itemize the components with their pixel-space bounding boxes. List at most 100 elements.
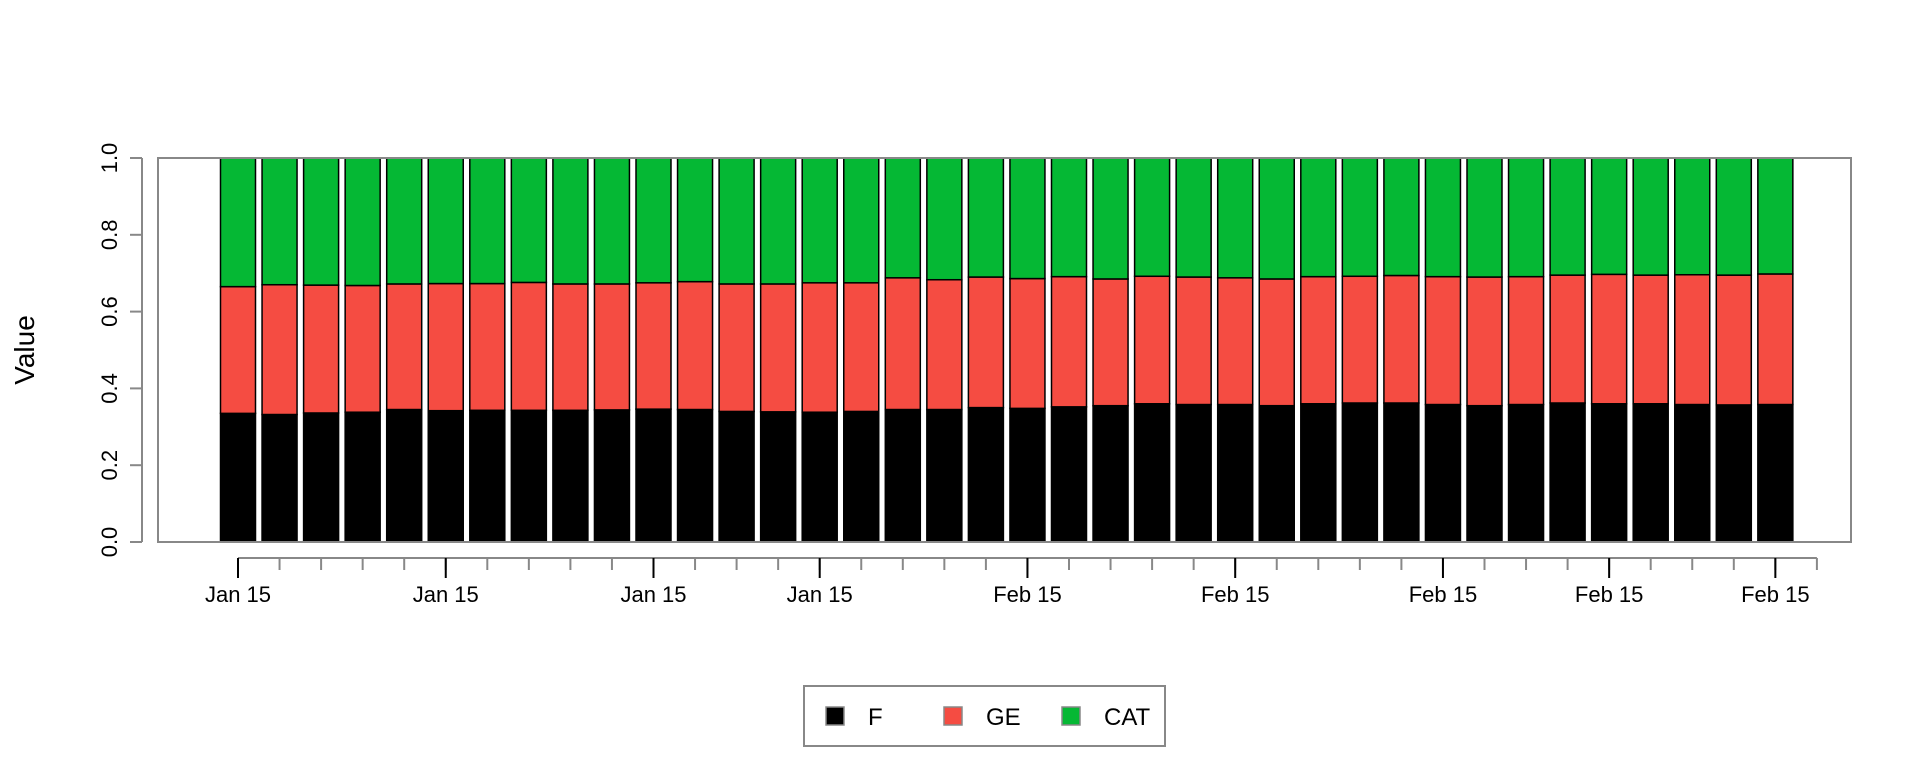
bar-segment-f [1674,403,1711,543]
bar-segment-ge [1674,273,1711,406]
bar-segment-cat [759,157,797,285]
bar-segment-f [469,409,506,543]
plot-frame [157,157,1852,543]
legend-label-ge: GE [986,704,1021,731]
x-tick-label: Jan 15 [205,582,271,607]
bar-segment-ge [759,283,797,413]
legend-key-ge [943,706,963,726]
y-axis: 0.0 0.2 0.4 0.6 0.8 1.0 [97,143,143,558]
legend: F GE CAT [803,685,1166,747]
bar-segment-f [967,406,1005,543]
bar-segment-ge [1050,275,1088,408]
bar-segment-f [1507,403,1545,543]
bar-segment-f [926,408,963,543]
bar-segment-ge [302,284,340,414]
bar-segment-f [302,412,340,543]
bar-segment-cat [1300,157,1337,278]
bar-segment-ge [1632,274,1669,405]
bar-segment-ge [1175,276,1212,406]
bar-segment-f [510,409,548,543]
legend-key-f [825,706,845,726]
bar-segment-cat [718,157,755,285]
bar-segment-cat [1009,157,1046,280]
bar-segment-f [1715,404,1753,543]
bar-segment-ge [967,276,1005,409]
bar-segment-ge [593,283,631,411]
bar-segment-f [759,411,797,543]
bar-segment-f [1466,404,1503,543]
legend-label-f: F [868,704,883,731]
bar-segment-f [676,408,714,543]
legend-key-cat [1061,706,1081,726]
y-axis-title: Value [9,315,40,385]
bar-segment-ge [1258,278,1295,407]
bar-segment-cat [1092,157,1129,280]
x-tick-label: Feb 15 [1201,582,1270,607]
bar-segment-f [1092,404,1129,543]
bar-segment-cat [1466,157,1503,278]
bar-segment-f [1133,403,1171,543]
x-tick-label: Feb 15 [993,582,1062,607]
y-tick-label: 0.2 [97,450,122,481]
bar-segment-ge [801,282,838,413]
bar-segment-cat [967,157,1005,278]
bar-segment-f [1590,403,1628,543]
bar-segment-f [385,408,423,543]
y-tick-label: 1.0 [97,143,122,174]
bar-segment-ge [261,283,298,416]
bar-segment-cat [1590,157,1628,276]
bar-segment-f [1549,402,1586,543]
bar-segment-f [1341,402,1379,543]
legend-label-cat: CAT [1104,704,1151,731]
bar-segment-cat [843,157,880,284]
y-tick-label: 0.4 [97,373,122,404]
bar-segment-cat [1674,157,1711,276]
bar-segment-ge [718,283,755,413]
bar-segment-cat [1175,157,1212,278]
bar-segment-cat [801,157,838,284]
bar-segment-f [1300,403,1337,543]
bar-segment-ge [219,285,257,415]
bar-segment-cat [427,157,464,285]
y-tick-label: 0.8 [97,220,122,251]
bar-segment-ge [1383,274,1420,404]
bars-layer [219,157,1794,543]
bar-segment-ge [344,284,381,413]
bar-segment-f [219,412,257,543]
y-tick-label: 0.6 [97,296,122,327]
x-tick-label: Feb 15 [1575,582,1644,607]
bar-segment-f [1424,403,1462,543]
bar-segment-ge [552,283,589,412]
bar-segment-cat [676,157,714,283]
bar-segment-cat [926,157,963,281]
bar-segment-cat [1715,157,1753,276]
bar-segment-cat [1216,157,1254,279]
bar-segment-ge [1757,273,1794,406]
bar-segment-f [884,408,922,543]
bar-segment-cat [1258,157,1295,280]
bar-segment-cat [1757,157,1794,275]
bar-segment-ge [1424,275,1462,406]
bar-segment-ge [1549,274,1586,404]
bar-segment-ge [427,282,464,412]
x-tick-label: Feb 15 [1409,582,1478,607]
bar-segment-ge [1715,274,1753,406]
bar-segment-ge [469,282,506,412]
bar-segment-f [801,411,838,543]
bar-segment-f [635,408,672,543]
bar-segment-ge [1092,278,1129,407]
bar-segment-cat [1341,157,1379,278]
bar-segment-cat [552,157,589,285]
bar-segment-f [1383,402,1420,543]
bar-segment-ge [1590,273,1628,405]
x-tick-label: Jan 15 [413,582,479,607]
bar-segment-cat [1507,157,1545,278]
bar-segment-f [1258,404,1295,543]
y-tick-label: 0.0 [97,527,122,558]
bar-segment-cat [219,157,257,288]
bar-segment-ge [510,281,548,412]
bar-segment-ge [1216,277,1254,406]
x-tick-label: Jan 15 [787,582,853,607]
bar-segment-f [344,411,381,543]
